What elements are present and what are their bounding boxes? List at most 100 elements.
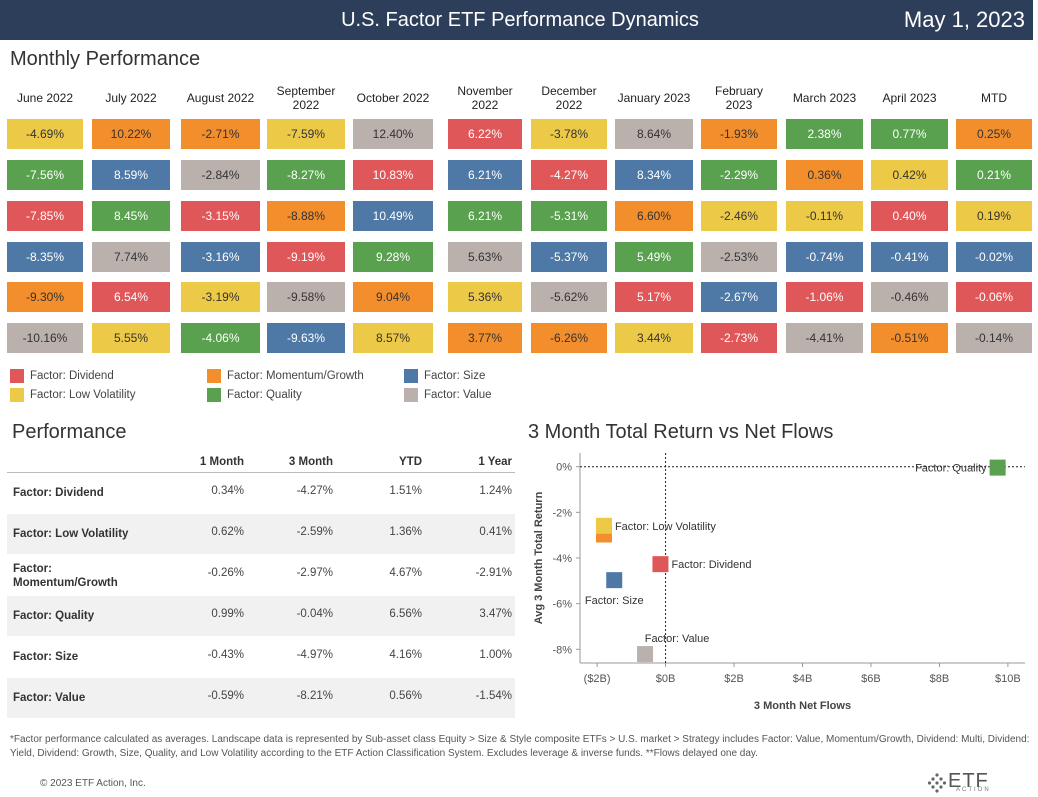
performance-cell: 6.21% [448,160,522,190]
performance-cell: -7.59% [267,119,345,149]
legend-label: Factor: Quality [227,389,302,401]
performance-cell: 10.22% [92,119,170,149]
x-tick-label: $8B [930,673,950,685]
performance-cell: -9.58% [267,282,345,312]
month-header: December 2022 [541,84,597,112]
row-value: 6.56% [389,608,422,620]
performance-cell: -3.15% [181,201,260,231]
x-axis-label: 3 Month Net Flows [754,700,851,712]
performance-cell: -5.62% [531,282,607,312]
performance-cell: 6.60% [615,201,693,231]
month-header: July 2022 [105,91,157,105]
performance-cell: -2.73% [701,323,777,353]
row-value: 1.24% [479,485,512,497]
performance-cell: 8.59% [92,160,170,190]
legend-swatch [10,369,24,383]
row-value: 4.16% [389,649,422,661]
performance-cell: -1.93% [701,119,777,149]
report-date: May 1, 2023 [903,7,1025,32]
y-tick-label: -4% [552,553,572,565]
performance-cell: -9.63% [267,323,345,353]
row-value: 3.47% [479,608,512,620]
legend-swatch [404,388,418,402]
row-label: Factor: Low Volatility [13,528,129,540]
legend-item: Factor: Low Volatility [10,388,135,402]
performance-cell: 12.40% [353,119,433,149]
performance-cell: 10.49% [353,201,433,231]
performance-cell: 2.38% [786,119,863,149]
performance-cell: 10.83% [353,160,433,190]
performance-cell: -8.27% [267,160,345,190]
y-tick-label: -2% [552,507,572,519]
performance-cell: 0.21% [956,160,1032,190]
performance-cell: -4.41% [786,323,863,353]
performance-cell: -0.51% [871,323,948,353]
col-header-3-month: 3 Month [288,456,333,468]
y-tick-label: -8% [552,644,572,656]
month-header: August 2022 [186,91,255,105]
performance-cell: -5.37% [531,242,607,272]
row-value: 1.36% [389,526,422,538]
row-value: -1.54% [475,690,512,702]
point-label: Factor: Value [645,633,710,645]
performance-row: Factor: Dividend 0.34% -4.27% 1.51% 1.24% [7,473,515,513]
performance-cell: 5.55% [92,323,170,353]
scatter-title: 3 Month Total Return vs Net Flows [528,421,834,443]
performance-cell: 0.40% [871,201,948,231]
point-label: Factor: Quality [915,463,987,475]
page-title: U.S. Factor ETF Performance Dynamics [341,9,699,31]
performance-cell: 0.36% [786,160,863,190]
row-label: Factor: Dividend [13,487,104,499]
row-label: Factor: Value [13,692,86,704]
performance-cell: -0.41% [871,242,948,272]
performance-cell: -0.06% [956,282,1032,312]
performance-cell: -10.16% [7,323,83,353]
month-header: October 2022 [356,91,430,105]
return-vs-flows-scatter: 0% -2% -4% -6% -8% ($2B) $0B $2B $4B $6B $8B $10B 3 … [533,453,1025,712]
performance-cell: -2.53% [701,242,777,272]
row-value: 0.62% [211,526,244,538]
row-value: -4.27% [296,485,333,497]
monthly-performance-title: Monthly Performance [10,48,201,70]
performance-title: Performance [12,421,127,443]
scatter-point [606,572,623,589]
legend-label: Factor: Dividend [30,370,114,382]
x-tick-label: $10B [995,673,1021,685]
performance-cell: -0.02% [956,242,1032,272]
performance-cell: 0.42% [871,160,948,190]
performance-cell: 0.77% [871,119,948,149]
performance-cell: -1.06% [786,282,863,312]
performance-cell: -4.69% [7,119,83,149]
performance-cell: 6.21% [448,201,522,231]
performance-cell: -5.31% [531,201,607,231]
legend-item: Factor: Value [404,388,492,402]
y-tick-label: -6% [552,599,572,611]
row-value: 0.56% [389,690,422,702]
col-header-1-year: 1 Year [478,456,512,468]
legend-label: Factor: Low Volatility [30,389,136,401]
row-label: Factor: Momentum/Growth [13,563,118,589]
row-value: -0.43% [207,649,244,661]
performance-row: Factor: Size -0.43% -4.97% 4.16% 1.00% [7,637,515,677]
performance-cell: -7.56% [7,160,83,190]
performance-cell: 0.25% [956,119,1032,149]
performance-cell: 5.49% [615,242,693,272]
row-value: -2.97% [296,567,333,579]
scatter-point [637,646,654,663]
row-value: -0.04% [296,608,333,620]
performance-cell: -8.35% [7,242,83,272]
legend-swatch [404,369,418,383]
performance-row: Factor: Quality 0.99% -0.04% 6.56% 3.47% [7,596,515,636]
month-header: February 2023 [714,84,764,112]
legend-item: Factor: Momentum/Growth [207,369,364,383]
performance-cell: -0.14% [956,323,1032,353]
header-banner: U.S. Factor ETF Performance Dynamics May… [0,0,1033,40]
performance-cell: -6.26% [531,323,607,353]
x-tick-label: $0B [656,673,676,685]
performance-cell: -9.19% [267,242,345,272]
month-header: January 2023 [617,91,691,105]
performance-cell: 5.63% [448,242,522,272]
performance-cell: 5.36% [448,282,522,312]
performance-cell: 8.34% [615,160,693,190]
month-header: November 2022 [457,84,513,112]
